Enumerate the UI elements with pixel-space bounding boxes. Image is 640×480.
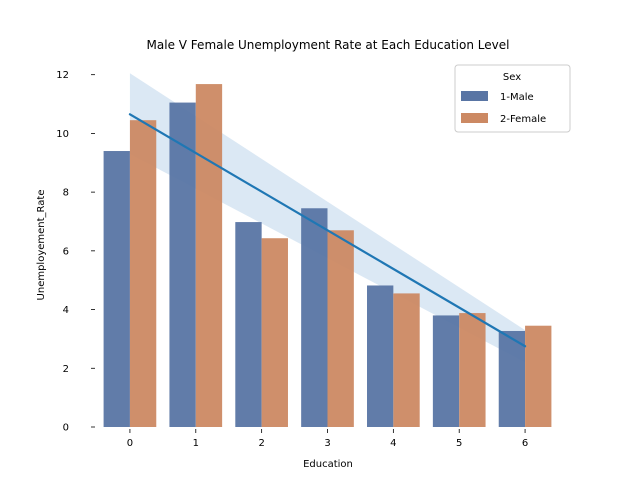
bar-male-2 <box>235 222 261 427</box>
bar-male-0 <box>104 151 130 427</box>
legend: Sex 1-Male 2-Female <box>455 65 570 132</box>
bars-layer <box>104 84 552 427</box>
y-tick-label-2: 2 <box>63 364 69 375</box>
legend-swatch-male <box>461 91 488 101</box>
y-tick-label-4: 4 <box>63 305 69 316</box>
legend-title: Sex <box>503 72 521 83</box>
x-tick-label-4: 4 <box>390 438 396 449</box>
chart-title: Male V Female Unemployment Rate at Each … <box>147 38 510 52</box>
y-tick-label-8: 8 <box>63 188 69 199</box>
bar-female-1 <box>196 84 222 427</box>
y-axis-label: Unemployement_Rate <box>36 190 47 301</box>
legend-label-male: 1-Male <box>500 92 534 103</box>
x-tick-label-1: 1 <box>193 438 199 449</box>
legend-label-female: 2-Female <box>500 114 546 125</box>
y-axis: 0 2 4 6 8 10 12 <box>56 70 95 433</box>
bar-female-0 <box>130 120 156 427</box>
bar-male-4 <box>367 285 393 427</box>
x-tick-label-2: 2 <box>258 438 264 449</box>
bar-female-4 <box>393 293 419 427</box>
bar-male-6 <box>499 331 525 427</box>
bar-male-5 <box>433 315 459 427</box>
legend-swatch-female <box>461 113 488 123</box>
x-tick-label-6: 6 <box>522 438 528 449</box>
bar-female-2 <box>262 238 288 427</box>
y-tick-label-6: 6 <box>63 246 69 257</box>
y-tick-label-12: 12 <box>56 70 69 81</box>
x-axis-label: Education <box>303 459 353 470</box>
x-axis: 0 1 2 3 4 5 6 <box>127 429 529 449</box>
bar-female-5 <box>459 313 485 427</box>
y-tick-label-10: 10 <box>56 129 69 140</box>
x-tick-label-5: 5 <box>456 438 462 449</box>
x-tick-label-3: 3 <box>324 438 330 449</box>
bar-male-3 <box>301 208 327 427</box>
bar-female-6 <box>525 326 551 427</box>
y-tick-label-0: 0 <box>63 423 69 434</box>
bar-female-3 <box>328 230 354 427</box>
x-tick-label-0: 0 <box>127 438 133 449</box>
